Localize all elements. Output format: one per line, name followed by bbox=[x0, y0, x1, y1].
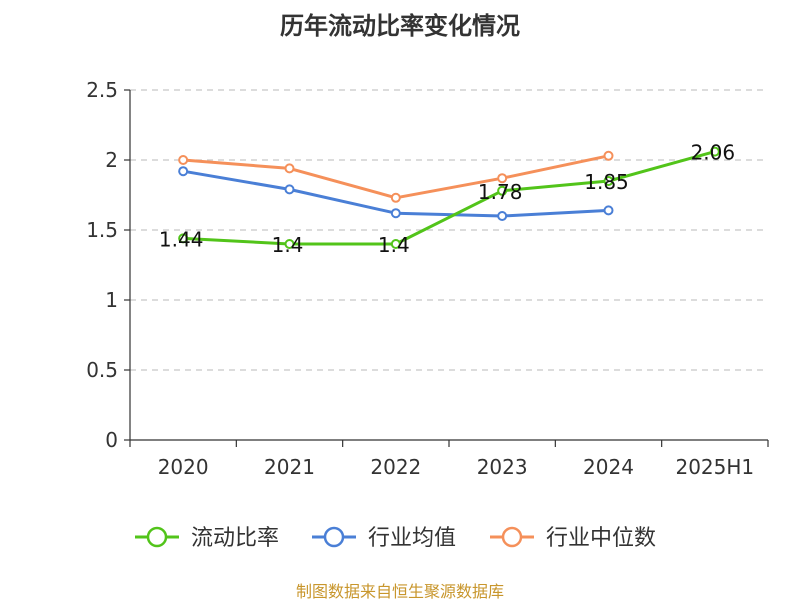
grid-lines bbox=[130, 89, 768, 371]
data-point bbox=[497, 173, 508, 184]
legend-marker bbox=[146, 526, 168, 548]
data-point bbox=[603, 150, 614, 161]
data-label: 2.06 bbox=[691, 141, 736, 165]
data-point bbox=[390, 208, 401, 219]
y-tick-label: 0 bbox=[105, 428, 118, 452]
x-tick-label: 2021 bbox=[264, 455, 315, 479]
y-tick-label: 0.5 bbox=[86, 358, 118, 382]
data-point bbox=[390, 192, 401, 203]
x-tick-label: 2023 bbox=[477, 455, 528, 479]
legend: 流动比率 行业均值 行业中位数 bbox=[135, 526, 656, 551]
series-lines bbox=[178, 146, 720, 249]
x-tick-label: 2020 bbox=[158, 455, 209, 479]
data-point bbox=[178, 155, 189, 165]
y-tick-label: 1 bbox=[105, 288, 118, 312]
legend-marker bbox=[501, 526, 523, 548]
axes: 0 0.5 1 1.5 2 2.5 2020 2021 2022 2023 2024 2025H1 bbox=[86, 78, 769, 479]
data-point bbox=[390, 239, 401, 249]
data-point bbox=[284, 184, 295, 195]
data-label: 1.44 bbox=[159, 227, 204, 251]
data-point bbox=[603, 176, 614, 186]
y-tick-label: 2.5 bbox=[86, 78, 118, 102]
x-tick-label: 2025H1 bbox=[675, 455, 754, 479]
data-label: 1.4 bbox=[378, 233, 410, 257]
x-tick-label: 2022 bbox=[370, 455, 421, 479]
series-line bbox=[183, 154, 609, 200]
data-point bbox=[709, 146, 720, 157]
data-label: 1.4 bbox=[272, 233, 304, 257]
legend-label: 流动比率 bbox=[191, 526, 279, 551]
data-point bbox=[178, 233, 189, 244]
data-point bbox=[284, 163, 295, 174]
chart-title: 历年流动比率变化情况 bbox=[280, 12, 520, 40]
data-point bbox=[178, 166, 189, 177]
series-line bbox=[183, 150, 716, 246]
legend-label: 行业中位数 bbox=[546, 526, 656, 551]
y-tick-label: 1.5 bbox=[86, 218, 118, 242]
x-tick-label: 2024 bbox=[583, 455, 634, 479]
data-label: 1.78 bbox=[478, 180, 523, 204]
legend-label: 行业均值 bbox=[368, 526, 456, 551]
y-tick-label: 2 bbox=[105, 148, 118, 172]
data-point bbox=[284, 239, 295, 249]
data-point bbox=[603, 205, 614, 216]
data-point bbox=[497, 185, 508, 196]
source-note: 制图数据来自恒生聚源数据库 bbox=[295, 582, 504, 601]
data-labels: 1.44 1.4 1.4 1.78 1.85 2.06 bbox=[159, 141, 735, 257]
legend-marker bbox=[323, 526, 345, 548]
data-point bbox=[497, 211, 508, 221]
data-label: 1.85 bbox=[584, 170, 629, 194]
